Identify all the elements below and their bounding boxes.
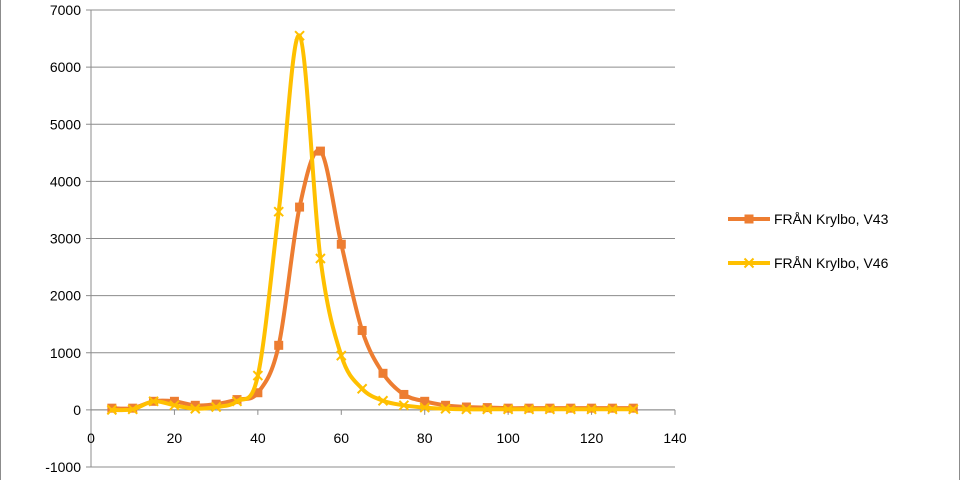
x-tick-label: 0 <box>87 430 95 446</box>
y-tick-label: -1000 <box>45 459 81 475</box>
data-point <box>565 404 576 415</box>
data-point <box>502 404 514 415</box>
data-point <box>315 146 325 156</box>
data-point <box>419 402 430 413</box>
legend: FRÅN Krylbo, V43 FRÅN Krylbo, V46 <box>728 211 889 271</box>
series-line <box>109 148 636 411</box>
data-point <box>253 388 263 398</box>
data-point <box>127 404 138 415</box>
data-point <box>628 404 639 415</box>
y-tick-label: 5000 <box>50 116 81 132</box>
legend-item: FRÅN Krylbo, V46 <box>728 255 889 271</box>
y-tick-label: 4000 <box>50 173 81 189</box>
data-point <box>169 396 179 406</box>
data-point <box>336 350 347 361</box>
x-tick-label: 80 <box>417 430 433 446</box>
series-2 <box>106 30 639 416</box>
data-point <box>461 402 471 412</box>
x-tick-label: 120 <box>580 430 604 446</box>
data-point <box>294 30 305 41</box>
data-point <box>461 404 472 415</box>
x-tick-label: 140 <box>663 430 687 446</box>
data-point <box>441 400 451 410</box>
data-point <box>399 389 409 399</box>
axis-layer: -1000 0 1000 2000 3000 4000 5000 6000 7000 0 20 40 6… <box>45 2 687 475</box>
data-point <box>190 403 201 414</box>
series-layer <box>106 30 639 416</box>
data-point <box>274 340 284 350</box>
legend-marker <box>743 257 755 269</box>
y-tick-label: 6000 <box>50 59 81 75</box>
data-point <box>440 403 451 414</box>
data-point <box>169 400 180 411</box>
data-point <box>586 404 597 415</box>
data-point <box>356 383 368 394</box>
data-point <box>398 400 410 411</box>
data-point <box>377 395 389 406</box>
data-point <box>544 404 556 415</box>
series-1 <box>107 146 638 413</box>
data-point <box>607 404 618 415</box>
data-point <box>336 239 346 249</box>
data-point <box>378 368 388 378</box>
data-point <box>295 202 305 212</box>
data-point <box>106 404 118 416</box>
legend-label: FRÅN Krylbo, V46 <box>774 255 889 271</box>
y-tick-label: 2000 <box>50 288 81 304</box>
data-point <box>273 206 284 217</box>
data-point <box>148 396 159 407</box>
y-tick-label: 1000 <box>50 345 81 361</box>
data-point <box>315 253 326 264</box>
data-point <box>357 325 367 335</box>
legend-item: FRÅN Krylbo, V43 <box>728 211 889 227</box>
y-tick-label: 7000 <box>50 2 81 18</box>
data-point <box>252 370 264 381</box>
data-point <box>210 401 222 413</box>
legend-marker <box>744 214 754 224</box>
x-tick-label: 20 <box>167 430 183 446</box>
data-point <box>523 404 535 415</box>
x-tick-label: 100 <box>496 430 520 446</box>
x-tick-label: 40 <box>250 430 266 446</box>
data-point <box>420 396 430 406</box>
x-tick-label: 60 <box>333 430 349 446</box>
data-point <box>231 396 243 407</box>
data-point <box>211 399 221 409</box>
data-point <box>190 400 200 410</box>
legend-label: FRÅN Krylbo, V43 <box>774 211 889 227</box>
y-tick-label: 0 <box>73 402 81 418</box>
y-tick-label: 3000 <box>50 231 81 247</box>
data-point <box>482 404 493 415</box>
series-line <box>109 33 636 413</box>
